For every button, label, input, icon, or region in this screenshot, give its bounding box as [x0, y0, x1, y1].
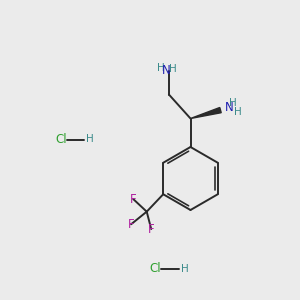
Polygon shape [190, 107, 221, 118]
Text: H: H [234, 106, 242, 117]
Text: H: H [157, 63, 164, 73]
Text: Cl: Cl [55, 133, 67, 146]
Text: F: F [128, 218, 134, 231]
Text: H: H [169, 64, 176, 74]
Text: H: H [181, 263, 188, 274]
Text: F: F [130, 193, 136, 206]
Text: Cl: Cl [150, 262, 161, 275]
Text: H: H [86, 134, 94, 145]
Text: N: N [162, 64, 171, 77]
Text: F: F [148, 223, 154, 236]
Text: N: N [225, 100, 234, 114]
Text: H: H [229, 98, 237, 108]
